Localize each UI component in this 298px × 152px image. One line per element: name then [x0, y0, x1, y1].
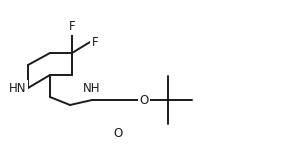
Text: HN: HN	[9, 81, 26, 95]
Text: NH: NH	[83, 82, 101, 95]
Text: F: F	[69, 20, 75, 33]
Text: O: O	[139, 93, 149, 107]
Text: O: O	[113, 127, 122, 140]
Text: F: F	[92, 36, 99, 48]
